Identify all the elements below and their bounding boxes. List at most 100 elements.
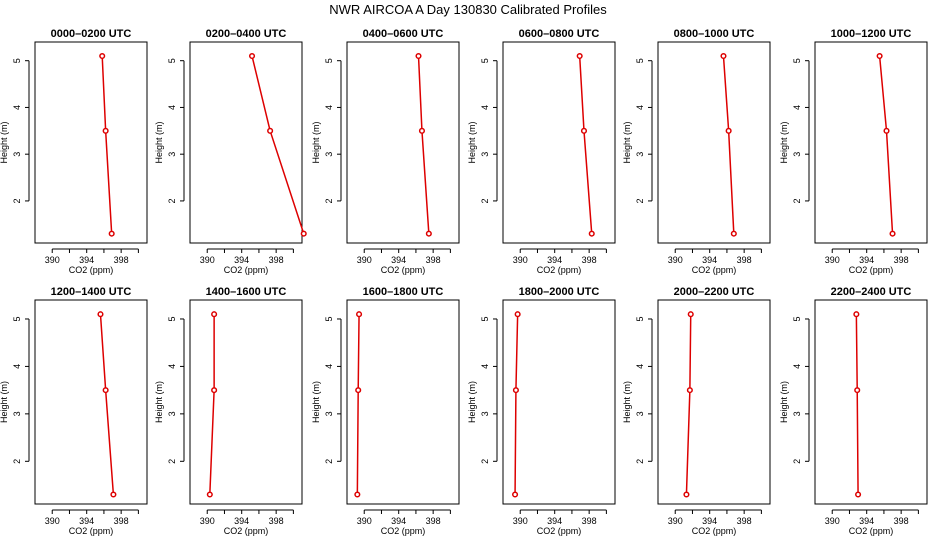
data-point [356, 311, 363, 318]
data-point [889, 230, 896, 237]
data-point [588, 230, 595, 237]
plot-frame [189, 41, 303, 244]
data-point [108, 230, 115, 237]
x-tick-label: 394 [79, 516, 94, 526]
profile-line [722, 55, 735, 234]
x-tick-label: 398 [269, 516, 284, 526]
panel-title: 0600–0800 UTC [519, 28, 600, 40]
x-tick-label: 394 [234, 516, 249, 526]
data-point [512, 387, 519, 394]
data-point [206, 491, 213, 498]
data-point [725, 127, 732, 134]
data-point [102, 387, 109, 394]
y-tick-label: 5 [792, 316, 802, 321]
data-point [687, 311, 694, 318]
y-tick-label: 4 [12, 364, 22, 369]
x-tick-label: 390 [513, 255, 528, 265]
plot-frame [34, 299, 148, 505]
panel-title: 1600–1800 UTC [363, 286, 444, 298]
y-tick-label: 5 [480, 58, 490, 63]
x-tick-label: 394 [702, 255, 717, 265]
data-point [354, 491, 361, 498]
panel-title: 1000–1200 UTC [831, 28, 912, 40]
profile-line [417, 55, 430, 234]
x-axis-label: CO2 (ppm) [224, 265, 269, 275]
y-tick-label: 4 [324, 105, 334, 110]
y-axis-label: Height (m) [467, 121, 477, 163]
y-tick-label: 4 [635, 364, 645, 369]
y-axis-label: Height (m) [154, 381, 164, 423]
x-tick-label: 398 [894, 255, 909, 265]
y-tick-label: 3 [792, 411, 802, 416]
plot-frame [34, 41, 148, 244]
y-tick-label: 2 [480, 459, 490, 464]
y-tick-label: 2 [324, 459, 334, 464]
data-point [730, 230, 737, 237]
x-tick-label: 398 [269, 255, 284, 265]
x-tick-label: 390 [45, 255, 60, 265]
data-point [355, 387, 362, 394]
profile-line [99, 314, 115, 495]
y-tick-label: 4 [480, 364, 490, 369]
profile-line [855, 314, 859, 495]
y-tick-label: 3 [635, 411, 645, 416]
x-tick-label: 390 [513, 516, 528, 526]
data-point [512, 491, 519, 498]
y-tick-label: 5 [12, 58, 22, 63]
y-tick-label: 5 [635, 316, 645, 321]
data-point [876, 52, 883, 60]
data-point [720, 52, 727, 60]
y-tick-label: 5 [635, 58, 645, 63]
plot-frame [346, 41, 460, 244]
x-axis-label: CO2 (ppm) [381, 265, 426, 275]
y-tick-label: 2 [635, 459, 645, 464]
x-tick-label: 394 [234, 255, 249, 265]
y-tick-label: 4 [792, 105, 802, 110]
x-tick-label: 398 [737, 255, 752, 265]
x-axis-label: CO2 (ppm) [537, 265, 582, 275]
y-tick-label: 5 [324, 316, 334, 321]
y-axis-label: Height (m) [154, 121, 164, 163]
y-tick-label: 5 [480, 316, 490, 321]
y-tick-label: 2 [480, 198, 490, 203]
panel-title: 1400–1600 UTC [206, 286, 287, 298]
y-tick-label: 2 [792, 198, 802, 203]
x-axis-label: CO2 (ppm) [692, 526, 737, 536]
panel-title: 2200–2400 UTC [831, 286, 912, 298]
y-axis-label: Height (m) [311, 121, 321, 163]
plot-frame [814, 41, 928, 244]
x-tick-label: 398 [894, 516, 909, 526]
x-tick-label: 398 [114, 255, 129, 265]
y-tick-label: 3 [167, 411, 177, 416]
profile-line [578, 55, 593, 234]
data-point [211, 387, 218, 394]
panel-title: 0800–1000 UTC [674, 28, 755, 40]
plot-frame [502, 41, 616, 244]
y-tick-label: 4 [12, 105, 22, 110]
y-tick-label: 2 [167, 198, 177, 203]
x-tick-label: 398 [426, 255, 441, 265]
y-tick-label: 5 [167, 58, 177, 63]
data-point [99, 52, 106, 60]
data-point [418, 127, 426, 134]
y-tick-label: 2 [12, 459, 22, 464]
plot-frame [346, 299, 460, 505]
x-tick-label: 394 [859, 516, 874, 526]
x-tick-label: 390 [825, 255, 840, 265]
data-point [110, 491, 117, 498]
panel-title: 2000–2200 UTC [674, 286, 755, 298]
data-point [248, 52, 256, 60]
y-tick-label: 4 [167, 364, 177, 369]
panel-title: 1800–2000 UTC [519, 286, 600, 298]
x-axis-label: CO2 (ppm) [849, 265, 894, 275]
panel-title: 0200–0400 UTC [206, 28, 287, 40]
data-point [102, 127, 109, 134]
profile-line [878, 55, 894, 234]
x-tick-label: 390 [668, 516, 683, 526]
